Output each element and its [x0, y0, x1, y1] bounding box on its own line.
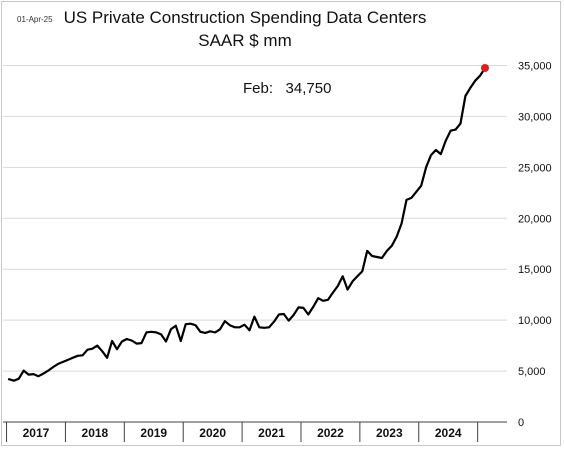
annotation-value: 34,750	[285, 80, 332, 97]
y-tick-label: 0	[518, 417, 524, 429]
axes	[3, 421, 507, 442]
last-point-marker	[481, 64, 489, 73]
y-tick-label: 30,000	[518, 111, 552, 123]
chart-title: US Private Construction Spending Data Ce…	[63, 8, 427, 27]
y-tick-label: 15,000	[518, 264, 552, 276]
y-tick-label: 35,000	[518, 60, 552, 72]
y-tick-label: 20,000	[518, 213, 552, 225]
x-tick-label: 2019	[140, 426, 167, 440]
latest-value-annotation: Feb: 34,750	[243, 80, 331, 97]
y-tick-label: 5,000	[518, 366, 546, 378]
annotation-label: Feb:	[243, 80, 274, 97]
chart-subtitle: SAAR $ mm	[198, 31, 292, 50]
x-tick-label: 2022	[317, 426, 344, 440]
series-line	[7, 66, 487, 382]
x-tick-label: 2021	[258, 426, 285, 440]
x-tick-label: 2018	[82, 426, 109, 440]
y-axis-ticks: 0 5,000 10,000 15,000 20,000 25,000 30,000 35,0…	[518, 60, 552, 429]
y-tick-label: 25,000	[518, 162, 552, 174]
y-tick-label: 10,000	[518, 315, 552, 327]
x-axis-ticks: 2017 2018 2019 2020 2021 2022 2023 2024	[23, 426, 462, 440]
x-tick-label: 2017	[23, 426, 50, 440]
x-tick-label: 2023	[376, 426, 403, 440]
x-tick-label: 2024	[435, 426, 462, 440]
x-tick-label: 2020	[199, 426, 226, 440]
series-group	[7, 64, 489, 382]
gridlines	[3, 64, 507, 372]
date-stamp: 01-Apr-25	[17, 15, 53, 24]
